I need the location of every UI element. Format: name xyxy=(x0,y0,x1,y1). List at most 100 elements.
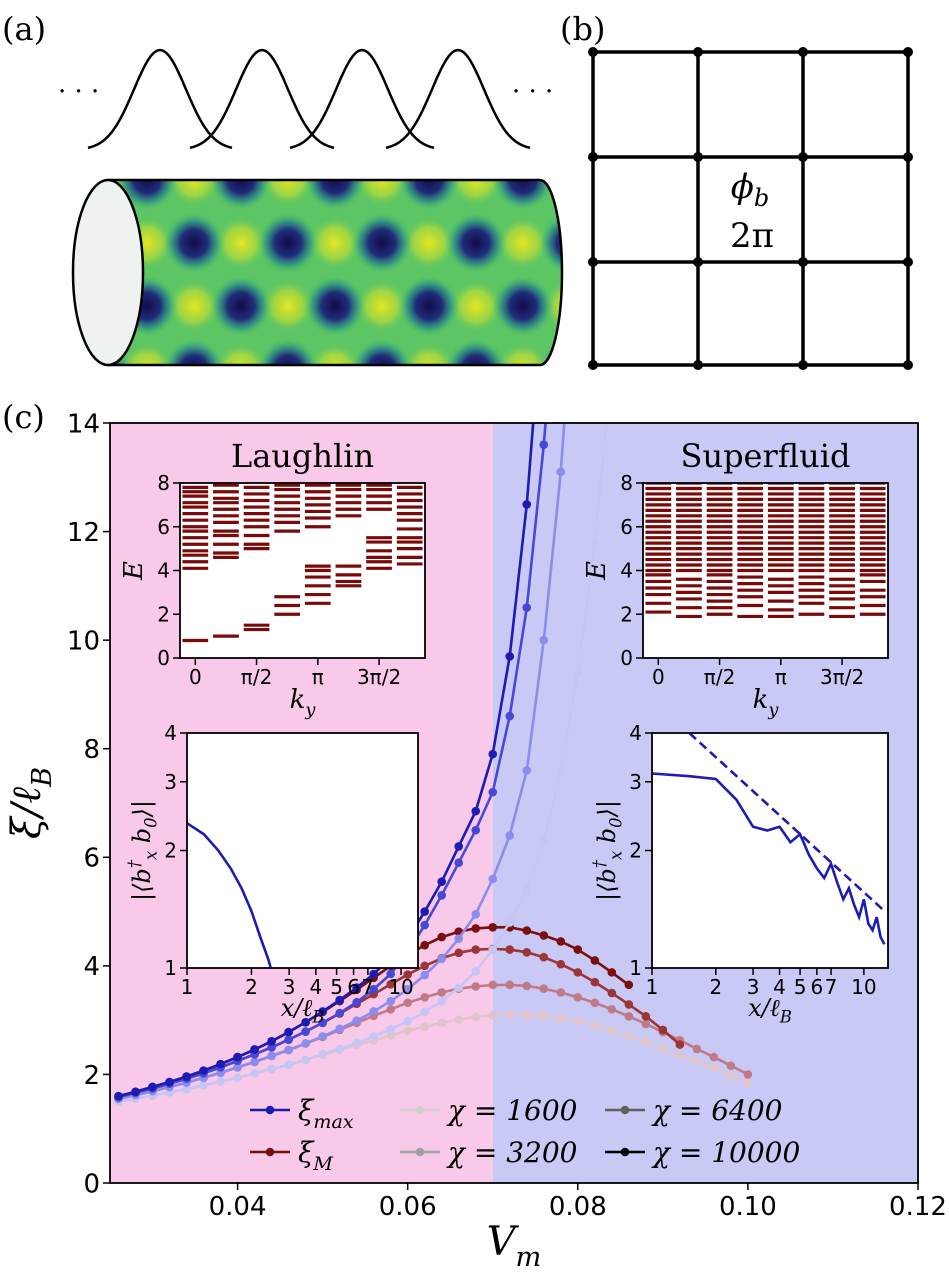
plot-area xyxy=(652,733,886,945)
marker xyxy=(522,926,532,935)
marker xyxy=(369,984,378,994)
y-tick-label: 12 xyxy=(67,518,100,548)
marker xyxy=(335,1024,344,1034)
marker xyxy=(267,1064,276,1074)
legend-marker xyxy=(620,1105,630,1115)
marker xyxy=(454,1015,464,1024)
y-tick-label: 0 xyxy=(157,646,170,670)
marker xyxy=(505,980,515,990)
site xyxy=(693,360,703,370)
y-tick-label: 0 xyxy=(83,1169,100,1199)
marker xyxy=(301,1027,310,1036)
marker xyxy=(369,1007,378,1016)
legend-label: χ = 1600 xyxy=(446,1094,578,1127)
marker xyxy=(641,1037,651,1047)
marker xyxy=(488,980,498,990)
marker xyxy=(301,1055,310,1065)
axes-frame xyxy=(651,732,889,969)
marker xyxy=(471,1012,481,1022)
marker xyxy=(692,1057,702,1066)
marker xyxy=(454,934,464,944)
marker xyxy=(437,996,447,1006)
y-tick-label: 2 xyxy=(164,839,177,863)
marker xyxy=(556,959,566,969)
marker xyxy=(488,787,498,797)
marker xyxy=(267,1037,276,1046)
series-line xyxy=(118,423,566,1101)
lattice-sites xyxy=(588,47,913,370)
marker xyxy=(556,937,566,946)
marker xyxy=(505,711,515,721)
y-tick-label: 2 xyxy=(157,602,170,626)
x-tick-label: 3 xyxy=(283,975,296,999)
site xyxy=(693,257,703,267)
x-tick-label: 4 xyxy=(773,975,786,999)
x-tick-label: 0.06 xyxy=(379,1192,437,1222)
plot-area xyxy=(645,483,886,619)
marker xyxy=(301,1018,310,1027)
legend-label: ξM xyxy=(298,1136,333,1175)
marker xyxy=(590,977,600,987)
marker xyxy=(505,945,515,954)
marker xyxy=(284,1035,293,1044)
marker xyxy=(335,995,344,1005)
label-part: x xyxy=(142,851,161,860)
x-tick-label: 7 xyxy=(362,975,375,999)
label-part: † xyxy=(125,859,144,868)
marker xyxy=(488,945,498,954)
panel-label: (b) xyxy=(560,10,605,48)
marker xyxy=(437,954,447,964)
site xyxy=(903,47,913,57)
y-tick-label: 3 xyxy=(629,770,642,794)
marker xyxy=(386,1031,395,1040)
label-part: |⟨b xyxy=(128,868,157,901)
y-tick-label: 1 xyxy=(164,956,177,980)
x-tick-label: π/2 xyxy=(241,665,273,689)
label-part: ξ/ℓ xyxy=(4,787,50,840)
plot-area xyxy=(187,822,272,968)
y-tick-label: 3 xyxy=(164,770,177,794)
marker xyxy=(318,1032,327,1041)
marker xyxy=(573,968,583,977)
x-axis-label: x/ℓB xyxy=(281,994,325,1027)
marker xyxy=(726,1071,736,1080)
marker xyxy=(199,1066,208,1075)
axes-frame xyxy=(109,422,919,1184)
marker xyxy=(505,652,515,661)
marker xyxy=(539,440,549,450)
marker xyxy=(284,1027,293,1037)
ellipsis: · · · xyxy=(58,77,99,107)
marker xyxy=(539,984,549,993)
marker xyxy=(743,1070,753,1079)
plot-area xyxy=(182,483,423,643)
y-axis-label: |⟨b†x b0⟩| xyxy=(590,800,626,901)
marker xyxy=(420,940,429,950)
axes-frame xyxy=(186,732,419,969)
y-tick-label: 4 xyxy=(157,559,170,583)
label-part: M xyxy=(312,1153,333,1175)
marker xyxy=(488,874,498,884)
marker xyxy=(573,945,583,954)
site xyxy=(798,152,808,162)
marker xyxy=(522,603,532,612)
x-axis-label: x/ℓB xyxy=(748,994,792,1027)
marker xyxy=(182,1084,191,1094)
marker xyxy=(522,766,532,775)
label-part: b xyxy=(593,828,621,851)
marker xyxy=(539,931,549,940)
marker xyxy=(386,996,395,1006)
marker xyxy=(556,1013,566,1023)
marker xyxy=(709,1064,719,1073)
marker xyxy=(624,1031,634,1041)
marker xyxy=(148,1082,157,1092)
marker xyxy=(216,1077,225,1086)
inset-title: Superfluid xyxy=(681,437,851,475)
ellipsis: · · · xyxy=(512,77,553,107)
label-part: 0 xyxy=(607,817,626,827)
marker xyxy=(624,980,634,990)
y-tick-label: 10 xyxy=(67,627,100,657)
marker xyxy=(590,538,600,547)
inset-background xyxy=(180,483,425,658)
label-part: 0 xyxy=(142,817,161,827)
